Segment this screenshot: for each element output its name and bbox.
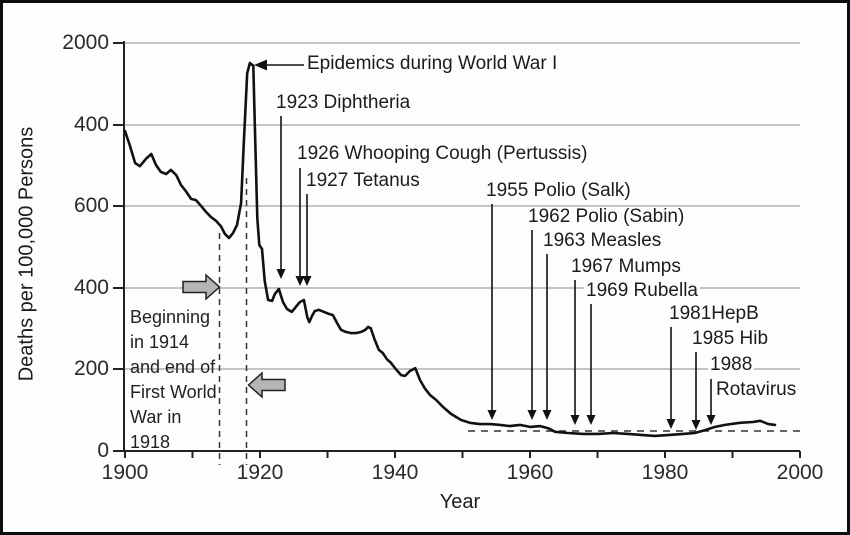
annotation-arrowhead-down-icon	[487, 410, 497, 420]
gray-arrow-left-icon	[247, 371, 286, 399]
x-tick-label: 1900	[101, 461, 149, 484]
annotation-label: 1985 Hib	[690, 328, 771, 349]
ww1-note-line: 1918	[130, 432, 171, 452]
y-tick-label: 400	[73, 276, 109, 299]
data-curve	[123, 61, 777, 438]
annotation-arrowhead-down-icon	[276, 269, 286, 279]
chart-canvas	[113, 41, 801, 465]
x-tick-label: 1920	[236, 461, 284, 484]
y-tick-label: 400	[73, 113, 109, 136]
annotation-label: 1963 Measles	[541, 230, 664, 251]
y-axis-title: Deaths per 100,000 Persons	[15, 126, 38, 382]
ww1-note-line: First World	[130, 382, 217, 402]
annotation-label: 1969 Rubella	[584, 280, 700, 301]
annotation-arrowhead-down-icon	[586, 415, 596, 425]
x-tick-label: 2000	[776, 461, 824, 484]
annotation-label: Epidemics during World War I	[305, 53, 560, 74]
annotation-arrowhead-down-icon	[666, 419, 676, 429]
annotation-arrowhead-down-icon	[302, 276, 312, 286]
x-axis-title: Year	[439, 491, 481, 513]
annotation-arrowhead-down-icon	[691, 420, 701, 430]
ww1-note: Beginning in 1914 and end of First World War…	[130, 305, 230, 455]
x-tick-label: 1980	[641, 461, 689, 484]
x-tick-label: 1960	[506, 461, 554, 484]
annotation-label: 1962 Polio (Sabin)	[526, 206, 687, 227]
annotation-label: 1927 Tetanus	[304, 170, 422, 191]
x-tick-label: 1940	[371, 461, 419, 484]
annotation-label: 1955 Polio (Salk)	[484, 180, 633, 201]
annotation-label: 1988	[708, 354, 755, 375]
gray-arrow-right-icon	[182, 273, 221, 301]
ww1-note-line: in 1914	[130, 332, 190, 352]
ww1-note-line: War in	[130, 407, 182, 427]
y-tick-label: 200	[73, 357, 109, 380]
annotation-arrowhead-down-icon	[542, 410, 552, 420]
annotation-label: 1923 Diphtheria	[274, 92, 413, 113]
annotation-label: 1926 Whooping Cough (Pertussis)	[295, 143, 590, 164]
annotation-arrowhead-down-icon	[295, 276, 305, 286]
ww1-note-line: and end of	[130, 357, 216, 377]
annotation-arrowhead-down-icon	[527, 410, 537, 420]
annotation-label: 1981HepB	[667, 303, 761, 324]
annotation-arrowhead-down-icon	[706, 415, 716, 425]
annotation-label: 1967 Mumps	[569, 256, 683, 277]
y-tick-label: 2000	[62, 31, 109, 54]
ww1-note-line: Beginning	[130, 307, 211, 327]
annotation-label: Rotavirus	[714, 379, 799, 400]
annotation-arrowhead-down-icon	[570, 415, 580, 425]
y-tick-label: 600	[73, 194, 109, 217]
y-tick-label: 0	[97, 439, 109, 462]
annotation-arrowhead-left-icon	[254, 59, 267, 71]
